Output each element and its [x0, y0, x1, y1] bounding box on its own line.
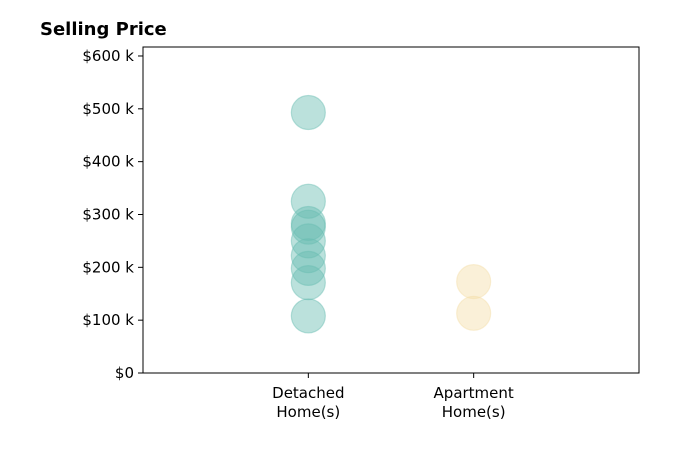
- x-tick-label: Apartment Home(s): [434, 384, 514, 421]
- data-point: [290, 223, 326, 259]
- chart-title: Selling Price: [40, 19, 167, 40]
- y-axis: $0 $100 k $200 k $300 k $400 k $500 k $600 k: [82, 47, 143, 382]
- data-point: [290, 250, 326, 286]
- y-tick-label: $500 k: [82, 100, 134, 118]
- data-point: [290, 205, 326, 242]
- x-tick-label: Detached Home(s): [272, 384, 344, 421]
- data-point: [290, 238, 326, 274]
- data-point: [456, 263, 492, 300]
- data-point: [290, 298, 326, 334]
- y-tick-label: $300 k: [82, 205, 134, 223]
- y-tick-label: $400 k: [82, 153, 134, 171]
- x-axis: Detached Home(s) Apartment Home(s): [272, 373, 514, 421]
- plot-area: [142, 46, 640, 374]
- y-tick-label: $0: [115, 364, 134, 382]
- y-tick-label: $200 k: [82, 258, 134, 276]
- data-point: [290, 209, 326, 245]
- y-tick-label: $100 k: [82, 311, 134, 329]
- data-point: [290, 94, 326, 131]
- data-points: [290, 94, 492, 334]
- data-point: [290, 183, 326, 219]
- y-tick-label: $600 k: [82, 47, 134, 65]
- data-point: [456, 295, 492, 331]
- data-point: [290, 265, 326, 301]
